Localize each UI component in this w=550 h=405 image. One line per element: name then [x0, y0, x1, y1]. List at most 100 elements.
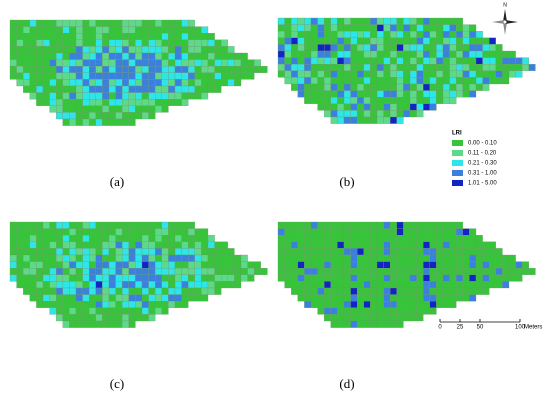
grid-cell — [75, 221, 83, 229]
grid-cell — [122, 26, 129, 34]
grid-cell — [16, 79, 24, 87]
grid-cell — [135, 19, 143, 27]
grid-cell — [396, 110, 404, 118]
grid-cell — [89, 33, 96, 40]
grid-cell — [376, 31, 384, 38]
grid-cell — [429, 235, 437, 242]
grid-cell — [201, 274, 209, 282]
grid-cell — [376, 70, 384, 78]
grid-cell — [69, 254, 77, 262]
grid-cell — [181, 85, 189, 93]
grid-cell — [181, 19, 189, 27]
grid-cell — [376, 83, 384, 91]
grid-cell — [495, 64, 503, 71]
grid-cell — [350, 235, 358, 242]
grid-cell — [429, 221, 437, 229]
grid-cell — [390, 228, 397, 236]
grid-cell — [194, 92, 202, 100]
grid-cell — [9, 72, 17, 80]
grid-cell — [82, 52, 90, 60]
grid-cell — [291, 274, 298, 282]
grid-cell — [115, 59, 123, 67]
grid-cell — [201, 39, 209, 47]
grid-cell — [317, 57, 325, 65]
grid-cell — [141, 268, 149, 275]
grid-cell — [436, 37, 444, 45]
grid-cell — [449, 241, 457, 249]
grid-cell — [297, 57, 305, 65]
grid-cell — [442, 50, 450, 58]
grid-cell — [194, 281, 202, 289]
grid-cell — [304, 37, 312, 45]
grid-cell — [95, 92, 103, 100]
grid-cell — [62, 294, 70, 302]
grid-cell — [277, 31, 285, 38]
grid-cell — [469, 64, 477, 71]
grid-cell — [128, 52, 136, 60]
grid-cell — [489, 281, 496, 289]
grid-cell — [350, 287, 358, 295]
grid-cell — [135, 268, 143, 275]
grid-cell — [297, 294, 305, 302]
grid-cell — [317, 70, 325, 78]
grid-cell — [234, 59, 242, 67]
grid-cell — [376, 44, 384, 52]
grid-cell — [201, 235, 209, 242]
grid-cell — [115, 274, 123, 282]
grid-cell — [181, 235, 189, 242]
grid-cell — [89, 118, 96, 126]
grid-cell — [324, 110, 331, 118]
grid-cell — [469, 57, 477, 65]
grid-cell — [423, 103, 430, 111]
grid-cell — [188, 261, 195, 269]
grid-cell — [489, 77, 496, 85]
grid-cell — [141, 235, 149, 242]
grid-cell — [277, 221, 285, 229]
grid-cell — [155, 307, 162, 315]
grid-cell — [343, 254, 351, 262]
grid-cell — [115, 66, 123, 73]
grid-cell — [115, 320, 123, 328]
grid-cell — [522, 57, 529, 65]
grid-cell — [416, 314, 424, 322]
grid-cell — [168, 274, 176, 282]
grid-cell — [357, 17, 364, 25]
grid-cell — [161, 66, 169, 73]
grid-cell — [227, 72, 235, 80]
grid-cell — [155, 33, 162, 40]
grid-cell — [343, 57, 351, 65]
grid-cell — [522, 64, 529, 71]
grid-cell — [188, 221, 195, 229]
grid-cell — [475, 64, 483, 71]
grid-cell — [62, 99, 70, 106]
grid-cell — [390, 97, 397, 104]
grid-cell — [469, 228, 477, 236]
grid-cell — [396, 248, 404, 256]
grid-cell — [194, 33, 202, 40]
grid-cell — [324, 97, 331, 104]
grid-cell — [128, 235, 136, 242]
grid-cell — [56, 79, 63, 87]
grid-cell — [102, 99, 110, 106]
grid-cell — [240, 254, 248, 262]
grid-cell — [423, 301, 430, 308]
grid-cell — [69, 118, 77, 126]
grid-cell — [181, 248, 189, 256]
grid-cell — [291, 17, 298, 25]
grid-cell — [350, 83, 358, 91]
grid-cell — [102, 59, 110, 67]
grid-cell — [357, 70, 364, 78]
grid-cell — [416, 110, 424, 118]
grid-cell — [277, 241, 285, 249]
grid-cell — [174, 46, 182, 54]
grid-cell — [310, 301, 318, 308]
grid-cell — [284, 44, 292, 52]
grid-cell — [396, 90, 404, 98]
grid-cell — [462, 248, 470, 256]
grid-cell — [370, 221, 378, 229]
grid-cell — [135, 99, 143, 106]
grid-cell — [297, 77, 305, 85]
grid-cell — [161, 33, 169, 40]
grid-cell — [317, 50, 325, 58]
grid-cell — [135, 254, 143, 262]
